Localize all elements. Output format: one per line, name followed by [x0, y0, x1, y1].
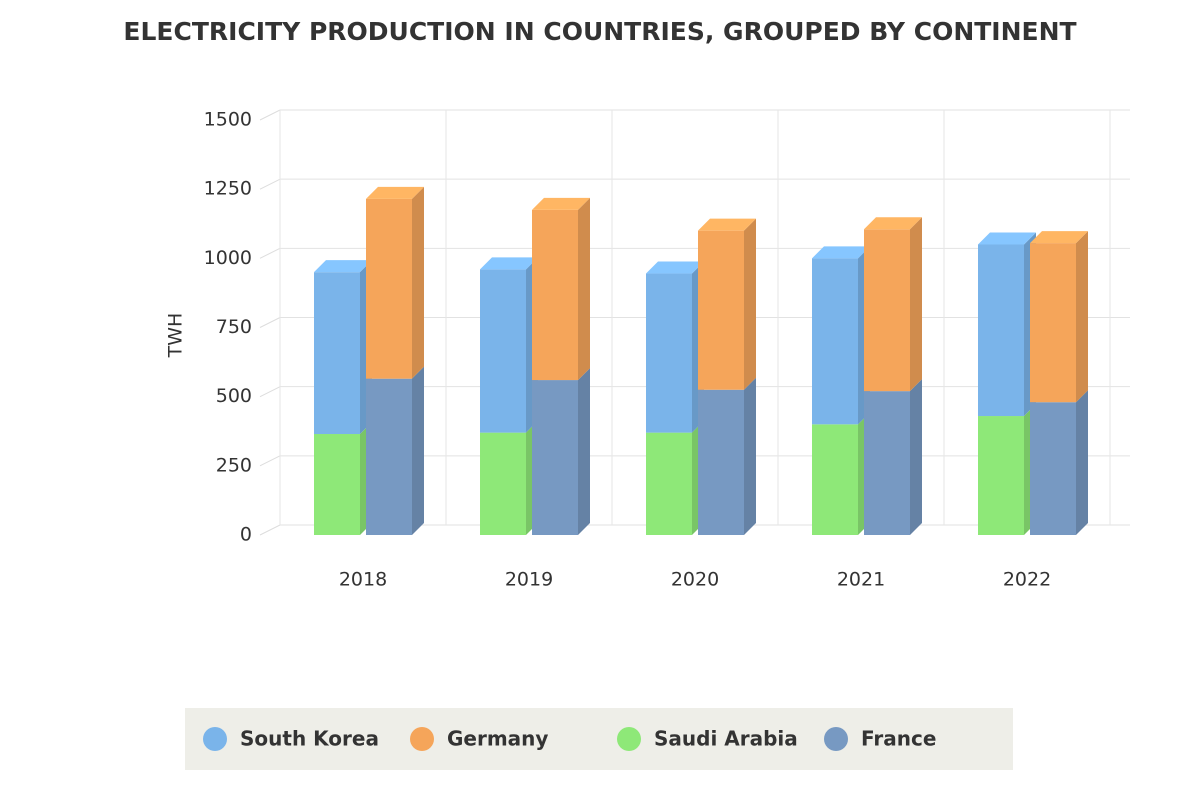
bar-top	[1030, 231, 1088, 244]
bar-top	[314, 260, 372, 273]
y-tick-label: 0	[240, 524, 252, 546]
legend-label: Germany	[447, 727, 548, 751]
bar-segment	[532, 380, 578, 535]
bar-side	[744, 377, 756, 535]
bar-segment	[864, 391, 910, 535]
grid-line	[259, 317, 281, 328]
grid-line	[259, 455, 281, 467]
y-axis-label: TWH	[165, 313, 187, 359]
bar-segment	[480, 269, 526, 433]
chart-title: ELECTRICITY PRODUCTION IN COUNTRIES, GRO…	[123, 17, 1076, 46]
bar-segment	[646, 432, 692, 535]
x-tick-label: 2022	[1003, 569, 1051, 591]
y-tick-label: 500	[216, 385, 252, 407]
bar-side	[910, 379, 922, 535]
bar-side	[910, 217, 922, 392]
bar-side	[1076, 390, 1088, 535]
bar-segment	[1030, 402, 1076, 535]
bar-top	[978, 232, 1036, 245]
bar-segment	[812, 258, 858, 425]
bar-top	[480, 257, 538, 270]
grid-line	[259, 386, 281, 398]
bar-top	[864, 217, 922, 230]
bar-segment	[864, 229, 910, 392]
bar-top	[366, 186, 424, 199]
legend-label: France	[861, 727, 936, 751]
bar-side	[578, 368, 590, 535]
bar-segment	[978, 416, 1024, 535]
y-tick-label: 250	[216, 454, 252, 476]
bar-segment	[978, 244, 1024, 417]
bar-side	[412, 186, 424, 379]
x-tick-label: 2020	[671, 569, 719, 591]
bar-segment	[366, 198, 412, 379]
y-tick-label: 1250	[204, 178, 252, 200]
legend-box	[185, 708, 1013, 770]
legend-marker	[410, 727, 434, 751]
bar-segment	[646, 273, 692, 433]
legend-label: Saudi Arabia	[654, 727, 798, 751]
bar-side	[1076, 231, 1088, 403]
grid-line	[259, 524, 281, 536]
legend-marker	[824, 727, 848, 751]
bar-segment	[1030, 243, 1076, 403]
grid-line	[259, 178, 281, 190]
legend-label: South Korea	[240, 727, 379, 751]
x-tick-label: 2019	[505, 569, 553, 591]
bar-side	[744, 218, 756, 390]
y-tick-label: 1000	[204, 247, 252, 269]
y-tick-label: 750	[216, 316, 252, 338]
y-tick-label: 1500	[204, 109, 252, 131]
bar-segment	[366, 378, 412, 535]
bar-top	[532, 197, 590, 210]
bar-segment	[812, 424, 858, 535]
grid-line	[259, 247, 281, 259]
grid-line	[259, 109, 281, 121]
bar-top	[812, 246, 870, 259]
bar-segment	[314, 434, 360, 535]
x-tick-label: 2018	[339, 569, 387, 591]
bar-segment	[532, 209, 578, 381]
bar-side	[578, 197, 590, 381]
bar-side	[412, 366, 424, 535]
legend-marker	[203, 727, 227, 751]
x-tick-label: 2021	[837, 569, 885, 591]
bar-segment	[480, 432, 526, 535]
bar-segment	[314, 272, 360, 435]
bar-segment	[698, 230, 744, 390]
bar-segment	[698, 389, 744, 535]
bar-top	[698, 218, 756, 231]
legend-marker	[617, 727, 641, 751]
bar-top	[646, 261, 704, 274]
